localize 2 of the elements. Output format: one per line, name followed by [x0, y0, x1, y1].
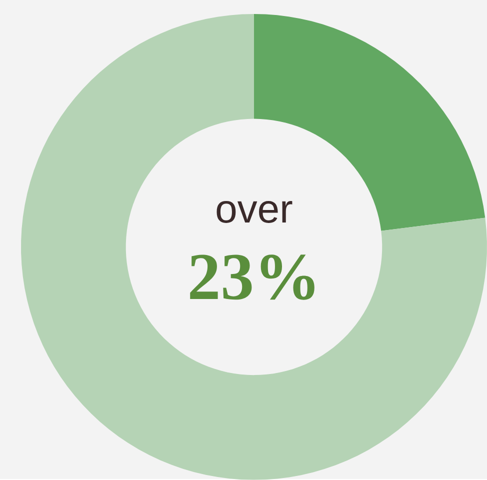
text: over [216, 201, 292, 223]
text: 23% [190, 254, 314, 300]
